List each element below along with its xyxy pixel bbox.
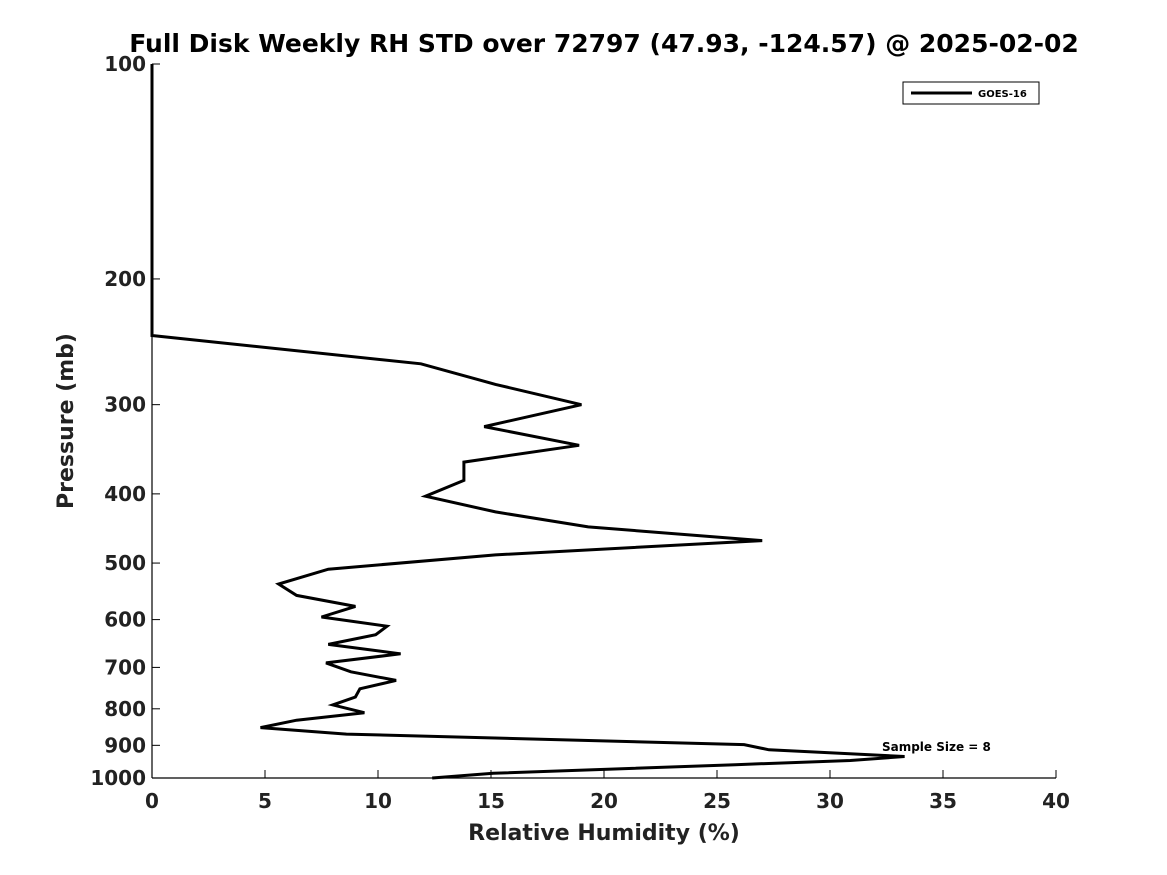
y-tick-label: 300 [104,393,146,417]
y-tick-label: 900 [104,733,146,757]
plot-area [150,64,1056,780]
x-tick-label: 35 [929,789,957,813]
y-tick-label: 200 [104,267,146,291]
x-tick-label: 40 [1042,789,1070,813]
series-line-goes-16 [150,64,905,780]
y-tick-label: 800 [104,697,146,721]
x-tick-label: 30 [816,789,844,813]
x-axis-label: Relative Humidity (%) [468,821,740,846]
sample-size-annotation: Sample Size = 8 [882,740,991,754]
y-tick-label: 500 [104,551,146,575]
legend-label-goes-16: GOES-16 [978,89,1027,100]
x-tick-label: 15 [477,789,505,813]
x-tick-label: 20 [590,789,618,813]
y-axis-ticks: 100 200 300 400 500 600 700 800 900 1000 [90,52,160,790]
y-tick-label: 1000 [90,766,146,790]
x-tick-label: 10 [364,789,392,813]
x-axis-ticks: 0 5 10 15 20 25 30 35 40 [145,770,1070,813]
y-tick-label: 400 [104,482,146,506]
y-tick-label: 600 [104,608,146,632]
x-tick-label: 0 [145,789,159,813]
chart-title: Full Disk Weekly RH STD over 72797 (47.9… [129,29,1079,58]
x-tick-label: 5 [258,789,272,813]
y-tick-label: 700 [104,655,146,679]
y-axis-label: Pressure (mb) [54,333,79,509]
x-tick-label: 25 [703,789,731,813]
legend: GOES-16 [902,81,1040,105]
y-tick-label: 100 [104,52,146,76]
